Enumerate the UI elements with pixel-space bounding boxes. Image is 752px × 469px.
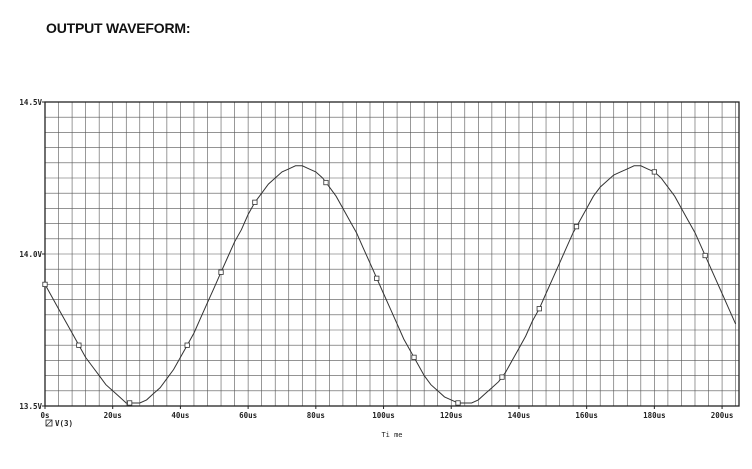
series-marker bbox=[42, 281, 48, 288]
series-marker bbox=[127, 400, 133, 406]
x-tick-label: 120us bbox=[440, 411, 463, 420]
x-tick-label: 40us bbox=[171, 411, 189, 420]
x-tick-label: 80us bbox=[307, 411, 325, 420]
series-marker bbox=[573, 224, 580, 230]
series-line-v3 bbox=[44, 165, 737, 404]
x-axis-label: Ti me bbox=[381, 431, 402, 439]
x-tick-label: 140us bbox=[508, 411, 531, 420]
y-tick-label: 14.5V bbox=[19, 98, 42, 107]
series-marker bbox=[455, 400, 461, 406]
series-marker bbox=[651, 169, 657, 175]
legend-symbol-mark bbox=[45, 419, 53, 427]
series-marker bbox=[374, 275, 380, 281]
series-marker bbox=[252, 199, 258, 205]
series-markers bbox=[42, 169, 708, 406]
x-tick-label: 0s bbox=[40, 411, 49, 420]
y-tick-label: 14.0V bbox=[19, 250, 42, 259]
series-marker bbox=[184, 342, 190, 348]
legend-entry-v3: V(3) bbox=[55, 419, 73, 428]
page-heading: OUTPUT WAVEFORM: bbox=[46, 20, 191, 36]
x-tick-label: 160us bbox=[575, 411, 598, 420]
y-axis-ticks: 14.5V 14.0V 13.5V bbox=[19, 98, 45, 411]
x-axis-ticks: 0s 20us 40us 60us 80us 100us 120us 140us 160us 18… bbox=[40, 406, 733, 420]
series-marker bbox=[536, 306, 542, 312]
series-marker bbox=[499, 374, 505, 380]
grid bbox=[45, 102, 739, 406]
series-marker bbox=[411, 354, 417, 360]
legend-symbol bbox=[45, 419, 53, 427]
y-tick-label: 13.5V bbox=[19, 402, 42, 411]
series-marker bbox=[218, 269, 224, 275]
legend: V(3) bbox=[45, 419, 73, 428]
x-tick-label: 60us bbox=[239, 411, 257, 420]
series-marker bbox=[323, 179, 329, 186]
x-tick-label: 20us bbox=[104, 411, 122, 420]
series-marker bbox=[76, 342, 82, 348]
x-tick-label: 200us bbox=[711, 411, 734, 420]
series-marker bbox=[702, 252, 708, 259]
x-tick-label: 180us bbox=[643, 411, 666, 420]
x-tick-label: 100us bbox=[372, 411, 395, 420]
